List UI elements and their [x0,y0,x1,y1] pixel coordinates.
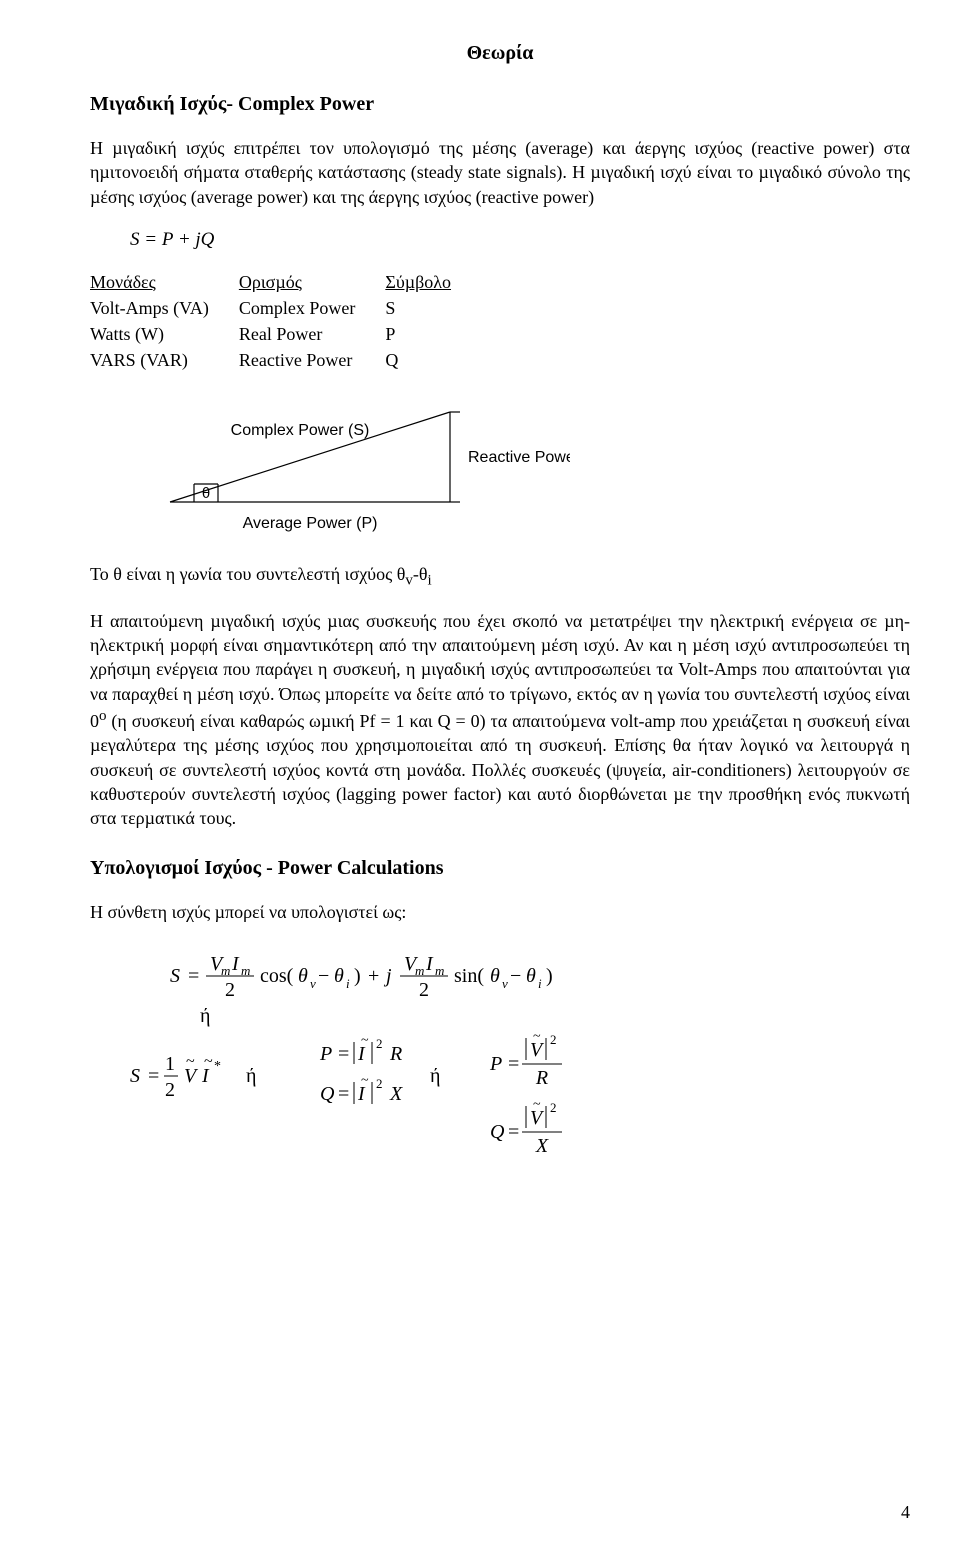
svg-text:P: P [319,1043,332,1065]
cell: VARS (VAR) [90,347,239,373]
svg-text:S: S [130,1065,140,1087]
cell: Real Power [239,321,386,347]
svg-text:−: − [510,965,521,987]
cell: Reactive Power [239,347,386,373]
svg-text:2: 2 [376,1036,383,1051]
svg-text:I: I [357,1043,366,1065]
svg-text:θ: θ [334,965,344,987]
triangle-svg: θ Complex Power (S) Reactive Power (Q) Aver… [150,392,570,542]
units-h2: Σύµβολο [385,269,481,295]
svg-text:2: 2 [165,1079,175,1101]
s1-formula: S = P + jQ [130,227,910,253]
svg-text:Complex Power (S): Complex Power (S) [231,422,370,439]
svg-text:ή: ή [430,1065,440,1087]
svg-text:−: − [318,965,329,987]
svg-text:2: 2 [550,1100,557,1115]
svg-text:+: + [368,965,379,987]
svg-text:ή: ή [200,1005,210,1027]
units-table: Μονάδες Ορισµός Σύµβολο Volt-Amps (VA) C… [90,269,481,374]
svg-text:V: V [530,1039,545,1061]
svg-text:I: I [425,953,434,975]
table-row: Watts (W) Real Power P [90,321,481,347]
cell: Watts (W) [90,321,239,347]
svg-text:I: I [201,1065,210,1087]
power-triangle-diagram: θ Complex Power (S) Reactive Power (Q) Aver… [150,392,910,548]
s1-para1: Η µιγαδική ισχύς επιτρέπει τον υπολογισµ… [90,136,910,209]
svg-text:=: = [148,1065,159,1087]
cell: Complex Power [239,295,386,321]
page-number: 4 [901,1500,910,1524]
sub-i: i [427,573,431,589]
txt: -θ [413,564,428,584]
eq-svg: S=VmIm2cos(θv−θi)+jVmIm2sin(θv−θi)ήS=12~… [90,942,810,1172]
svg-text:Reactive Power (Q): Reactive Power (Q) [468,449,570,466]
svg-text:=: = [188,965,199,987]
txt: Το θ είναι η γωνία του συντελεστή ισχύος… [90,564,405,584]
svg-text:cos(: cos( [260,965,294,987]
svg-text:2: 2 [419,979,429,1001]
txt: (η συσκευή είναι καθαρώς ωµική Pf = 1 κα… [90,711,910,828]
svg-text:2: 2 [376,1076,383,1091]
table-row: Volt-Amps (VA) Complex Power S [90,295,481,321]
svg-text:v: v [310,976,316,991]
svg-text:*: * [214,1059,221,1074]
svg-text:θ: θ [490,965,500,987]
svg-text:Q: Q [320,1083,335,1105]
svg-text:2: 2 [225,979,235,1001]
sub-v: v [405,573,413,589]
units-h1: Ορισµός [239,269,386,295]
svg-text:2: 2 [550,1032,557,1047]
svg-text:θ: θ [298,965,308,987]
svg-text:θ: θ [202,485,210,502]
cell: P [385,321,481,347]
page-top-title: Θεωρία [90,40,910,67]
svg-text:v: v [502,976,508,991]
cell: Volt-Amps (VA) [90,295,239,321]
svg-text:R: R [389,1043,402,1065]
cell: S [385,295,481,321]
svg-text:sin(: sin( [454,965,484,987]
svg-text:=: = [338,1083,349,1105]
svg-text:ή: ή [246,1065,256,1087]
s1-para3: Η απαιτούµενη µιγαδική ισχύς µιας συσκευ… [90,609,910,831]
svg-text:V: V [530,1107,545,1129]
svg-text:P: P [489,1053,502,1075]
table-row: VARS (VAR) Reactive Power Q [90,347,481,373]
svg-text:R: R [535,1067,548,1089]
svg-text:V: V [184,1065,199,1087]
equation-block: S=VmIm2cos(θv−θi)+jVmIm2sin(θv−θi)ήS=12~… [90,942,910,1172]
s2-intro: Η σύνθετη ισχύς µπορεί να υπολογιστεί ως… [90,900,910,924]
svg-text:i: i [346,976,350,991]
svg-text:j: j [383,965,392,987]
units-h0: Μονάδες [90,269,239,295]
svg-text:I: I [357,1083,366,1105]
svg-text:X: X [389,1083,403,1105]
svg-text:i: i [538,976,542,991]
svg-text:Average Power (P): Average Power (P) [243,515,378,532]
cell: Q [385,347,481,373]
s2-heading: Υπολογισµοί Ισχύος - Power Calculations [90,855,910,882]
svg-text:1: 1 [165,1053,175,1075]
svg-text:): ) [546,965,553,987]
svg-text:S: S [170,965,180,987]
svg-text:=: = [508,1121,519,1143]
s1-theta-line: Το θ είναι η γωνία του συντελεστή ισχύος… [90,562,910,591]
svg-text:=: = [338,1043,349,1065]
svg-text:I: I [231,953,240,975]
svg-text:Q: Q [490,1121,505,1143]
sup-o: ο [99,708,107,724]
svg-text:=: = [508,1053,519,1075]
svg-text:θ: θ [526,965,536,987]
svg-text:X: X [535,1135,549,1157]
svg-text:): ) [354,965,361,987]
s1-heading: Μιγαδική Ισχύς- Complex Power [90,91,910,118]
